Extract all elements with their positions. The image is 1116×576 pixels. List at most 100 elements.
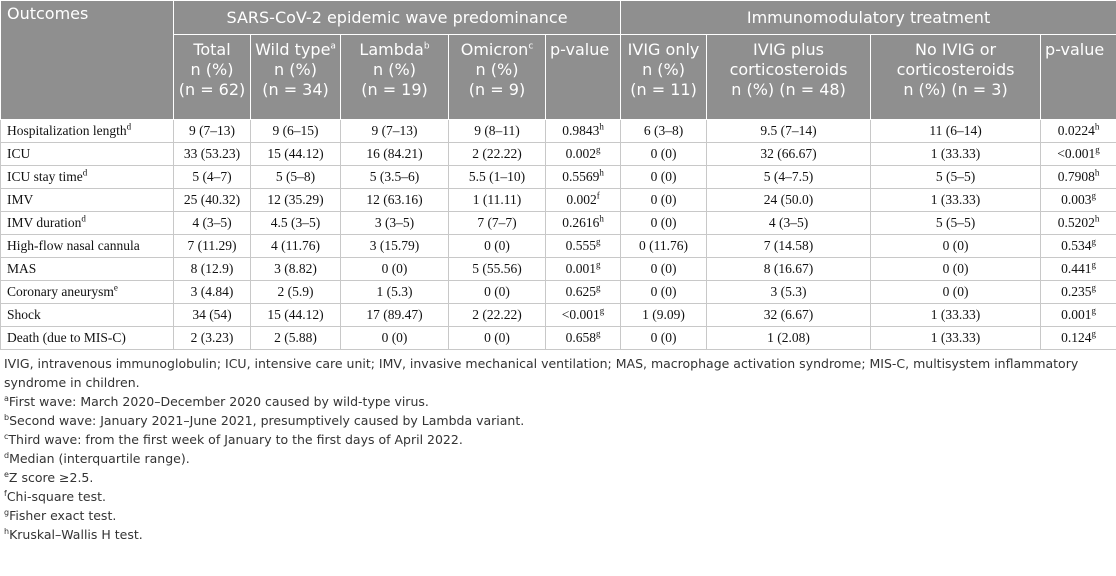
cell-text: 0 (0) <box>650 284 677 299</box>
header-line: n (%) <box>345 60 444 80</box>
footnote-mark: e <box>4 469 9 479</box>
cell-text: 1 (33.33) <box>930 307 981 322</box>
header-line: Wild typea <box>255 40 336 60</box>
header-line: Lambdab <box>345 40 444 60</box>
table-cell: 0.001g <box>544 257 622 281</box>
footnote-text: Fisher exact test. <box>9 508 117 523</box>
header-text: corticosteroids <box>896 60 1015 79</box>
header-line: corticosteroids <box>875 60 1036 80</box>
cell-text: 1 (2.08) <box>767 330 810 345</box>
label-text: IMV duration <box>7 215 82 230</box>
cell-text: 0.441 <box>1061 261 1092 276</box>
row-label: Coronary aneurysme <box>0 280 174 304</box>
cell-text: 5 (55.56) <box>472 261 522 276</box>
row-label: Hospitalization lengthd <box>0 119 174 143</box>
cell-text: 5 (5–5) <box>935 215 976 230</box>
cell-text: 8 (16.67) <box>763 261 814 276</box>
table-cell: 9.5 (7–14) <box>706 119 872 143</box>
table-cell: <0.001g <box>544 303 622 327</box>
table-cell: 1 (33.33) <box>870 188 1042 212</box>
cell-text: 0.9843 <box>562 123 600 138</box>
column-header: No IVIG or corticosteroids n (%) (n = 3) <box>870 34 1042 120</box>
table-cell: 0.534g <box>1040 234 1116 258</box>
cell-text: 5 (5–5) <box>935 169 976 184</box>
column-header: Omicronc n (%) (n = 9) <box>448 34 546 120</box>
footnote-text: Second wave: January 2021–June 2021, pre… <box>9 413 525 428</box>
cell-text: 9 (7–13) <box>371 123 418 138</box>
table-cell: 7 (11.29) <box>173 234 251 258</box>
table-cell: 3 (8.82) <box>250 257 341 281</box>
table-cell: 0.235g <box>1040 280 1116 304</box>
cell-text: 1 (11.11) <box>472 192 522 207</box>
row-label: ICU <box>0 142 174 166</box>
cell-text: 1 (5.3) <box>376 284 413 299</box>
table-cell: 0.5202h <box>1040 211 1116 235</box>
footnote-text: Chi-square test. <box>6 489 106 504</box>
header-text: n (%) <box>642 60 685 79</box>
footnote-mark: h <box>599 213 604 224</box>
header-text: n (%) (n = 48) <box>731 80 846 99</box>
cell-text: 7 (11.29) <box>187 238 237 253</box>
table-cell: 4 (3–5) <box>706 211 872 235</box>
outcomes-table: Outcomes SARS-CoV-2 epidemic wave predomi… <box>0 0 1116 350</box>
header-text: IVIG only <box>627 40 700 59</box>
footnote-mark: d <box>126 121 132 132</box>
table-cell: 9 (7–13) <box>340 119 449 143</box>
table-cell: 0.002f <box>544 188 622 212</box>
table-cell: <0.001g <box>1040 142 1116 166</box>
cell-text: 3 (8.82) <box>274 261 317 276</box>
table-row: IMV durationd 4 (3–5) 4.5 (3–5) 3 (3–5) 7 (7… <box>0 211 1116 235</box>
footnote-mark: g <box>595 144 601 155</box>
label-text: ICU stay time <box>7 169 83 184</box>
header-text: n (%) <box>373 60 416 79</box>
table-body: Hospitalization lengthd 9 (7–13) 9 (6–15) 9… <box>0 119 1116 350</box>
table-cell: 5 (5–5) <box>870 165 1042 189</box>
cell-text: 5.5 (1–10) <box>468 169 526 184</box>
footnote-mark: g <box>595 259 601 270</box>
cell-text: 0.001 <box>565 261 596 276</box>
footnote: cThird wave: from the first week of Janu… <box>4 430 1112 449</box>
cell-text: 3 (15.79) <box>369 238 420 253</box>
footnote-mark: g <box>1091 236 1096 247</box>
footnote-mark: d <box>4 450 10 460</box>
footnote: eZ score ≥2.5. <box>4 468 1112 487</box>
header-line: n (%) <box>453 60 541 80</box>
header-line: IVIG only <box>625 40 702 60</box>
column-header: p-value <box>1040 34 1116 120</box>
cell-text: 1 (33.33) <box>930 146 981 161</box>
header-line: (n = 62) <box>178 80 246 100</box>
column-header: IVIG only n (%) (n = 11) <box>620 34 708 120</box>
cell-text: 0.7908 <box>1057 169 1095 184</box>
header-text: n (%) (n = 3) <box>903 80 1008 99</box>
table-cell: 0.001g <box>1040 303 1116 327</box>
table-cell: 0 (0) <box>340 257 449 281</box>
table-cell: 9 (8–11) <box>448 119 546 143</box>
cell-text: 12 (35.29) <box>267 192 324 207</box>
column-header: IVIG plus corticosteroids n (%) (n = 48) <box>706 34 872 120</box>
footnote-text: Z score ≥2.5. <box>8 470 94 485</box>
footnote-mark: a <box>330 41 336 52</box>
table-cell: 5 (4–7) <box>173 165 251 189</box>
table-cell: 0 (0) <box>620 257 708 281</box>
cell-text: 16 (84.21) <box>366 146 423 161</box>
cell-text: 4 (3–5) <box>192 215 232 230</box>
table-cell: 0 (0) <box>620 142 708 166</box>
table-cell: 34 (54) <box>173 303 251 327</box>
header-line: p-value <box>550 40 616 60</box>
cell-text: 0 (0) <box>650 215 677 230</box>
label-text: IMV <box>7 192 34 207</box>
footnote-mark: g <box>1091 305 1096 316</box>
table-cell: 0.0224h <box>1040 119 1116 143</box>
row-label: MAS <box>0 257 174 281</box>
cell-text: 0.124 <box>1061 330 1092 345</box>
column-header: Lambdab n (%) (n = 19) <box>340 34 449 120</box>
header-text: n (%) <box>475 60 519 79</box>
cell-text: 0.5569 <box>562 169 600 184</box>
column-header: p-value <box>544 34 622 120</box>
footnote-mark: c <box>4 431 9 441</box>
table-cell: 3 (15.79) <box>340 234 449 258</box>
table-cell: 1 (11.11) <box>448 188 546 212</box>
header-text: Total <box>193 40 231 59</box>
header-text: (n = 9) <box>468 80 526 99</box>
